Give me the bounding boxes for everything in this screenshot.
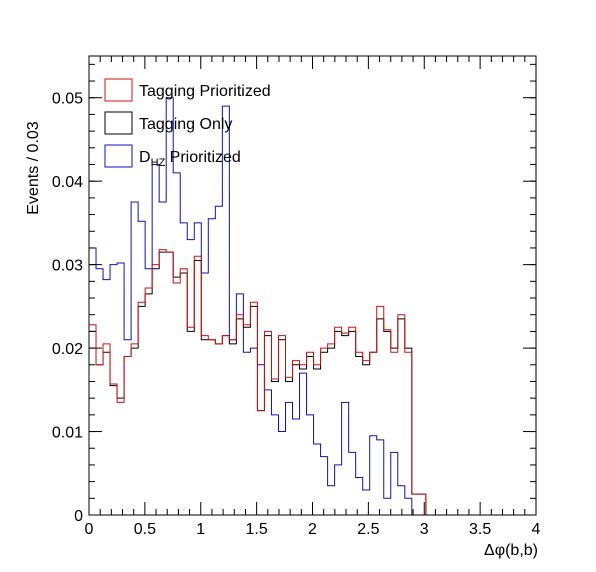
legend-label-0: Tagging Prioritized [139, 83, 271, 100]
x-tick-label: 1.5 [246, 521, 268, 538]
x-tick-label: 3.5 [469, 521, 491, 538]
x-tick-label: 1 [196, 521, 205, 538]
x-tick-label: 2.5 [357, 521, 379, 538]
x-tick-label: 0.5 [134, 521, 156, 538]
y-tick-label: 0.02 [52, 341, 83, 358]
y-axis: 0 0.01 0.02 0.03 0.04 0.05 [52, 63, 536, 525]
x-axis-label: Δφ(b,b) [484, 542, 538, 559]
series-line-0 [89, 249, 536, 515]
legend-swatch-2 [104, 144, 133, 168]
series-layer [89, 97, 536, 515]
legend-swatch-0 [104, 78, 133, 102]
x-tick-label: 2 [308, 521, 317, 538]
legend-swatch-1 [104, 111, 133, 135]
legend-label-1: Tagging Only [139, 116, 232, 133]
legend-label-2: DHZ Prioritized [139, 149, 241, 169]
y-axis-label: Events / 0.03 [25, 121, 42, 214]
y-tick-label: 0.05 [52, 91, 83, 108]
series-line-1 [89, 251, 536, 515]
x-tick-label: 3 [420, 521, 429, 538]
y-tick-label: 0 [74, 508, 83, 525]
y-tick-label: 0.03 [52, 258, 83, 275]
y-tick-label: 0.04 [52, 174, 83, 191]
x-tick-label: 0 [85, 521, 94, 538]
x-tick-label: 4 [532, 521, 541, 538]
y-tick-label: 0.01 [52, 425, 83, 442]
x-axis: 0 0.5 1 1.5 2 2.5 3 3.5 4 [85, 56, 541, 538]
legend: Tagging Prioritized Tagging Only DHZ Prior… [104, 78, 271, 169]
series-line-2 [89, 97, 536, 515]
